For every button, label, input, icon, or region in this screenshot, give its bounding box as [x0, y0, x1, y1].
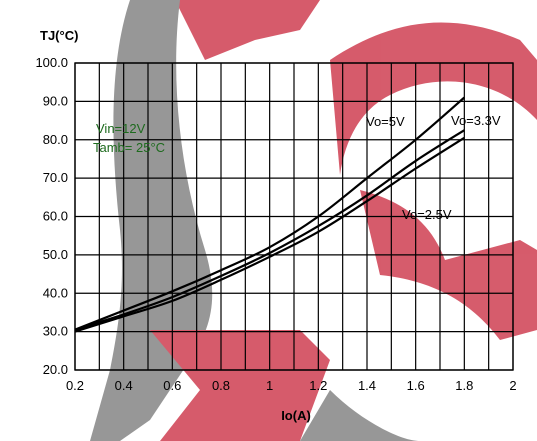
plot-frame [74, 62, 514, 371]
series-line-vo-2-5v [74, 136, 465, 333]
grid-lines [74, 62, 514, 371]
x-tick-label: 1.6 [407, 378, 425, 393]
x-tick-label: 2 [509, 378, 516, 393]
watermark-red-mid-shape [360, 190, 537, 340]
series-labels: Vo=5V Vo=3.3V Vo=2.5V [366, 113, 501, 222]
x-tick-label: 1.2 [309, 378, 327, 393]
watermark-red-arc-shape [330, 22, 537, 175]
y-tick-label: 80.0 [43, 132, 68, 147]
x-tick-label: 1 [266, 378, 273, 393]
y-tick-label: 40.0 [43, 285, 68, 300]
y-tick-label: 30.0 [43, 324, 68, 339]
series-curves [74, 96, 466, 333]
y-tick-label: 20.0 [43, 362, 68, 377]
series-line-vo-5v [74, 96, 466, 331]
y-tick-label: 50.0 [43, 247, 68, 262]
y-tick-labels: 20.0 30.0 40.0 50.0 60.0 70.0 80.0 90.0 100.0 [35, 55, 68, 377]
x-tick-label: 1.4 [358, 378, 376, 393]
test-conditions: Vin=12V Tamb= 25°C [93, 121, 165, 155]
watermark-gray-bottom-shape [300, 390, 420, 441]
series-line-vo-3-3v [74, 129, 465, 331]
x-tick-label: 0.2 [66, 378, 84, 393]
x-tick-labels: 0.2 0.4 0.6 0.8 1 1.2 1.4 1.6 1.8 2 [66, 378, 517, 393]
condition-tamb: Tamb= 25°C [93, 140, 165, 155]
watermark-red-top-shape [175, 0, 320, 60]
condition-vin: Vin=12V [96, 121, 146, 136]
x-tick-label: 1.8 [455, 378, 473, 393]
x-tick-label: 0.4 [115, 378, 133, 393]
x-axis-title: Io(A) [281, 408, 311, 423]
y-tick-label: 70.0 [43, 170, 68, 185]
y-tick-label: 100.0 [35, 55, 68, 70]
x-tick-label: 0.6 [163, 378, 181, 393]
y-tick-label: 60.0 [43, 209, 68, 224]
series-label-vo-2-5v: Vo=2.5V [402, 207, 452, 222]
y-tick-label: 90.0 [43, 93, 68, 108]
watermark-logo [90, 0, 537, 441]
watermark-red-bottom-shape [150, 330, 330, 441]
series-label-vo-5v: Vo=5V [366, 114, 405, 129]
x-tick-label: 0.8 [212, 378, 230, 393]
y-axis-title: TJ(°C) [40, 28, 78, 43]
series-label-vo-3-3v: Vo=3.3V [451, 113, 501, 128]
